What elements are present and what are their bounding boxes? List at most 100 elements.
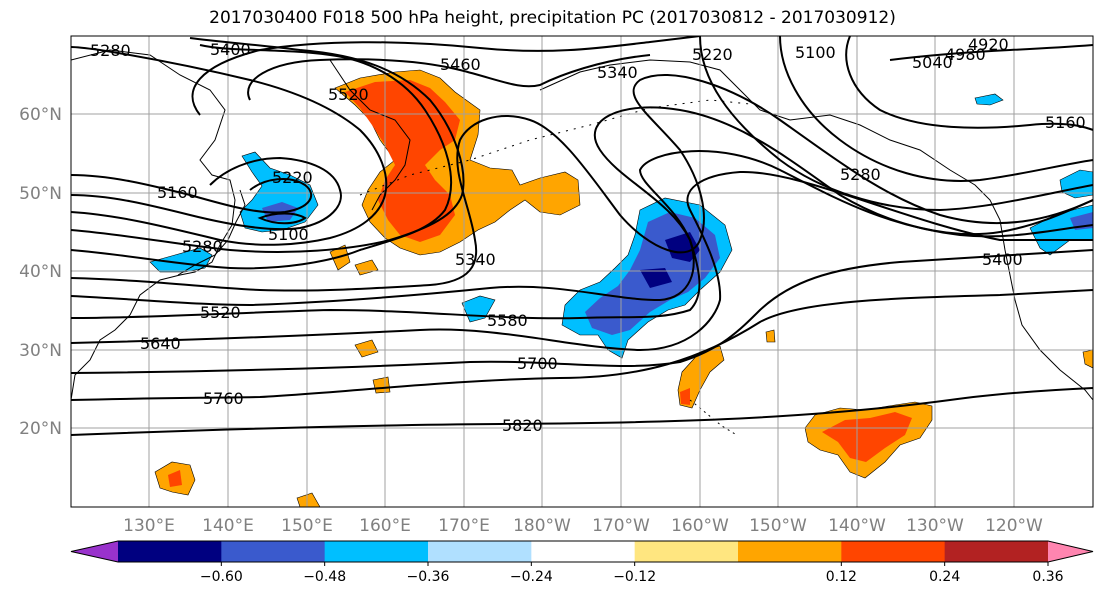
- colorbar-tick-label: −0.48: [303, 569, 346, 585]
- colorbar-segment: [738, 541, 842, 562]
- lon-label: 130°E: [123, 516, 175, 536]
- contour-alaska-low-1: [845, 36, 1093, 131]
- contour-5280: [71, 46, 388, 246]
- colorbar-segment: [428, 541, 532, 562]
- contour-5760: [71, 289, 1093, 401]
- contour-label: 5820: [502, 416, 543, 435]
- contour-label: 5160: [1045, 113, 1086, 132]
- contour-5520: [71, 106, 1093, 307]
- contour-label: 5520: [328, 85, 369, 104]
- contour-label: 5280: [90, 41, 131, 60]
- contour-label: 5760: [203, 389, 244, 408]
- contour-alaska-low-2: [779, 36, 1093, 182]
- contour-label: 5160: [157, 183, 198, 202]
- contour-5160: [71, 174, 312, 214]
- anomaly-patch-japan-south: [149, 247, 213, 273]
- lon-label: 140°E: [202, 516, 254, 536]
- contour-label: 5220: [272, 168, 313, 187]
- lon-label: 160°E: [359, 516, 411, 536]
- colorbar-tick-label: −0.60: [200, 569, 243, 585]
- lon-label: 160°W: [671, 516, 729, 536]
- contour-5820: [71, 387, 1093, 436]
- lon-label: 150°W: [749, 516, 807, 536]
- contour-label-layer: 5280 5400 5460 5340 5220 5100 5040 4980 …: [90, 35, 1086, 435]
- colorbar-segment: [531, 541, 636, 562]
- map-frame: [70, 35, 1094, 508]
- anomaly-core-hawaii: [680, 388, 690, 405]
- lat-label: 60°N: [19, 105, 62, 125]
- contour-label: 5220: [692, 45, 733, 64]
- contour-label: 5640: [140, 334, 181, 353]
- anomaly-patch-alaska: [974, 93, 1004, 106]
- latitude-labels: 60°N 50°N 40°N 30°N 20°N: [19, 105, 62, 439]
- contour-top-3: [889, 44, 1093, 61]
- contour-top-1: [247, 54, 651, 101]
- asia-coast: [71, 49, 236, 401]
- lat-label: 20°N: [19, 419, 62, 439]
- colorbar-segment: [118, 541, 222, 562]
- contour-label: 5100: [268, 225, 309, 244]
- contour-label: 5280: [840, 165, 881, 184]
- contour-5460: [71, 73, 1093, 292]
- contour-5100: [257, 212, 307, 225]
- anomaly-patch-small-7: [765, 329, 776, 343]
- colorbar: −0.60−0.48−0.36−0.24−0.120.120.240.360.4…: [70, 540, 1094, 585]
- anomaly-core-small-5: [168, 470, 182, 487]
- anomaly-patch-small-8: [1082, 349, 1093, 369]
- colorbar-segment: [634, 541, 739, 562]
- contour-5340: [71, 37, 465, 253]
- colorbar-tick-label: 0.12: [826, 569, 857, 585]
- contour-label: 5040: [912, 53, 953, 72]
- colorbar-extend-max: [1048, 541, 1093, 562]
- contour-label: 5100: [795, 43, 836, 62]
- contour-label: 5280: [182, 237, 223, 256]
- colorbar-extend-min: [71, 541, 118, 562]
- contour-label: 5340: [597, 63, 638, 82]
- contour-label: 4920: [968, 35, 1009, 54]
- contour-label: 5340: [455, 250, 496, 269]
- colorbar-tick-label: 0.36: [1032, 569, 1063, 585]
- contour-5400: [71, 44, 453, 270]
- contour-5700: [71, 249, 1093, 374]
- lon-label: 150°E: [281, 516, 333, 536]
- lat-label: 50°N: [19, 184, 62, 204]
- contour-alaska-low-3: [699, 36, 1093, 212]
- colorbar-segment: [944, 541, 1049, 562]
- lon-label: 170°W: [592, 516, 650, 536]
- height-contours: [71, 36, 1093, 436]
- lon-label: 130°W: [906, 516, 964, 536]
- anomaly-patch-small-3: [354, 339, 379, 358]
- colorbar-segment: [324, 541, 429, 562]
- anomaly-core-central-pacific: [640, 232, 700, 288]
- contour-label: 4980: [945, 45, 986, 64]
- colorbar-tick-label: −0.36: [407, 569, 450, 585]
- alaska-coast: [539, 59, 1093, 401]
- contour-5640: [71, 170, 1093, 352]
- anomaly-patch-small-4: [372, 376, 391, 394]
- map-panel: 5280 5400 5460 5340 5220 5100 5040 4980 …: [71, 35, 1093, 507]
- contour-label: 5400: [982, 250, 1023, 269]
- lon-label: 180°W: [513, 516, 571, 536]
- lon-label: 120°W: [985, 516, 1043, 536]
- contour-label: 5400: [210, 40, 251, 59]
- map-title: 2017030400 F018 500 hPa height, precipit…: [209, 8, 896, 28]
- lon-label: 170°E: [438, 516, 490, 536]
- contour-5220: [71, 156, 342, 231]
- colorbar-segment: [841, 541, 946, 562]
- colorbar-tick-label: −0.24: [510, 569, 553, 585]
- lon-label: 140°W: [828, 516, 886, 536]
- lat-label: 40°N: [19, 262, 62, 282]
- contour-label: 5700: [517, 354, 558, 373]
- contour-label: 5520: [200, 303, 241, 322]
- lat-label: 30°N: [19, 341, 62, 361]
- contour-top-2: [191, 36, 701, 116]
- contour-label: 5460: [440, 55, 481, 74]
- colorbar-tick-label: 0.24: [929, 569, 960, 585]
- anomaly-core-east-pacific: [822, 412, 912, 462]
- colorbar-segment: [221, 541, 326, 562]
- colorbar-tick-label: −0.12: [613, 569, 656, 585]
- contour-label: 5580: [487, 311, 528, 330]
- colorbar-outline: [70, 540, 1094, 563]
- longitude-labels: 130°E 140°E 150°E 160°E 170°E 180°W 170°…: [123, 516, 1043, 536]
